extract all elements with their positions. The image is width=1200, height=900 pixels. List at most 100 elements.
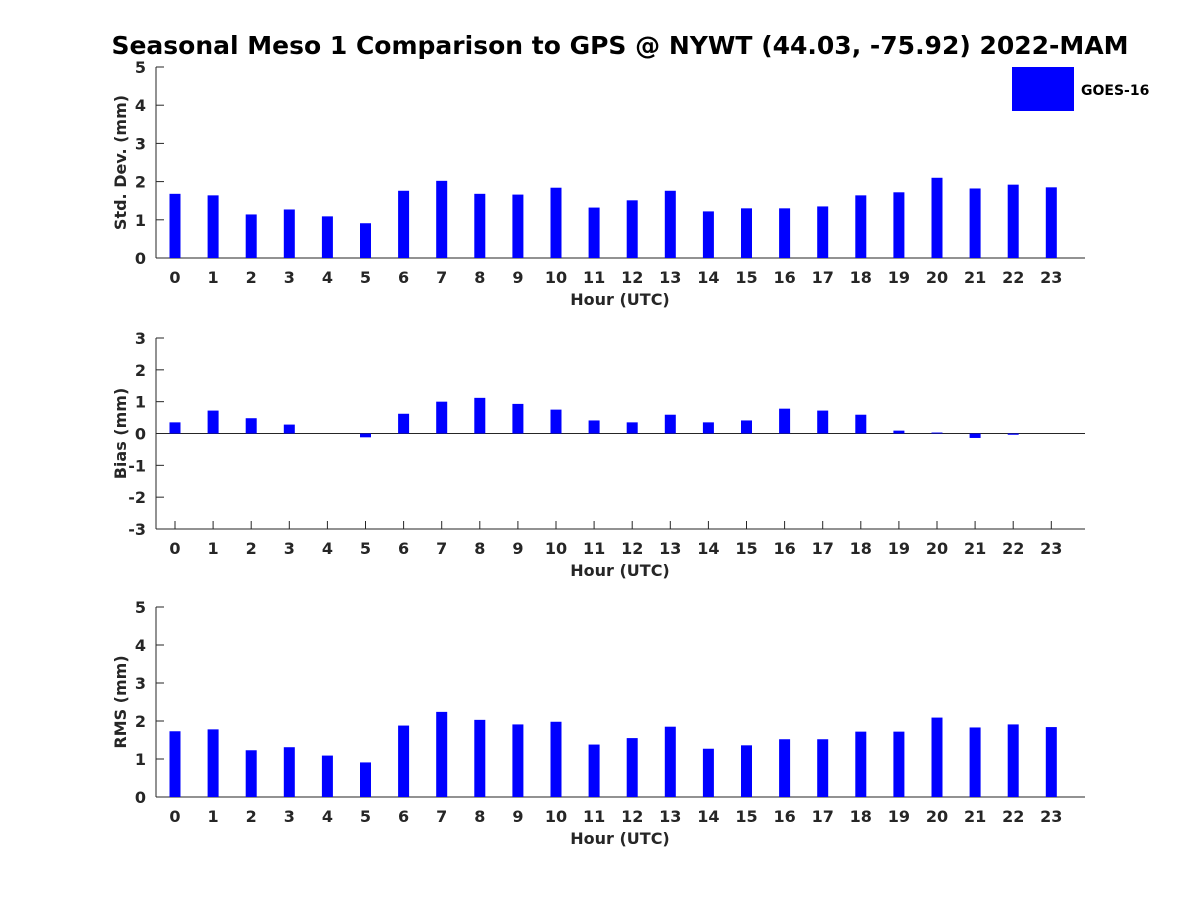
bias-y-tick-label: 1 — [135, 393, 146, 412]
std-dev-bar — [512, 194, 524, 258]
std-dev-y-tick-label: 1 — [135, 211, 146, 230]
std-dev-y-tick-label: 3 — [135, 134, 146, 153]
bias-y-tick-label: -1 — [128, 456, 146, 475]
std-dev-bar — [893, 192, 905, 258]
std-dev-bar — [1007, 184, 1019, 258]
rms-bar — [855, 731, 867, 797]
rms-bar — [931, 717, 943, 797]
bias-x-tick-label: 17 — [812, 539, 834, 558]
bias-x-tick-label: 11 — [583, 539, 605, 558]
bias-bar — [779, 408, 791, 434]
std-dev-y-tick-label: 2 — [135, 173, 146, 192]
bias-x-tick-label: 19 — [888, 539, 910, 558]
std-dev-y-label: Std. Dev. (mm) — [111, 95, 130, 230]
bias-x-tick-label: 16 — [773, 539, 795, 558]
std-dev-bar — [169, 193, 181, 258]
bias-bar — [436, 401, 448, 434]
legend-swatch — [1012, 67, 1074, 111]
rms-bar — [398, 725, 410, 797]
rms-y-tick-label: 2 — [135, 712, 146, 731]
bias-x-tick-label: 7 — [436, 539, 447, 558]
rms-bar — [169, 731, 181, 797]
bias-x-tick-label: 3 — [284, 539, 295, 558]
bias-x-tick-label: 21 — [964, 539, 986, 558]
rms-x-tick-label: 13 — [659, 807, 681, 826]
std-dev-bar — [398, 190, 410, 258]
bias-x-tick-label: 0 — [169, 539, 180, 558]
rms-x-tick-label: 8 — [474, 807, 485, 826]
std-dev-x-label: Hour (UTC) — [570, 290, 670, 309]
rms-x-tick-label: 15 — [735, 807, 757, 826]
rms-y-tick-label: 5 — [135, 598, 146, 617]
rms-x-tick-label: 9 — [512, 807, 523, 826]
bias-y-tick-label: 2 — [135, 361, 146, 380]
std-dev-bar — [626, 200, 638, 258]
std-dev-x-tick-label: 22 — [1002, 268, 1024, 287]
rms-x-tick-label: 10 — [545, 807, 567, 826]
rms-y-tick-label: 0 — [135, 788, 146, 807]
rms-x-tick-label: 3 — [284, 807, 295, 826]
std-dev-x-tick-label: 23 — [1040, 268, 1062, 287]
std-dev-bar — [474, 193, 486, 258]
rms-y-tick-label: 1 — [135, 750, 146, 769]
std-dev-x-tick-label: 14 — [697, 268, 719, 287]
chart-title: Seasonal Meso 1 Comparison to GPS @ NYWT… — [111, 31, 1128, 60]
rms-bar — [512, 724, 524, 797]
bias-x-tick-label: 18 — [850, 539, 872, 558]
std-dev-bar — [321, 216, 333, 258]
bias-bar — [550, 409, 562, 434]
std-dev-x-tick-label: 1 — [208, 268, 219, 287]
rms-bar — [626, 738, 638, 797]
bias-bar — [931, 432, 943, 434]
std-dev-bar — [550, 187, 562, 258]
rms-x-tick-label: 2 — [246, 807, 257, 826]
rms-bar — [1045, 727, 1057, 797]
rms-x-tick-label: 6 — [398, 807, 409, 826]
std-dev-bar — [741, 208, 752, 258]
bias-x-tick-label: 5 — [360, 539, 371, 558]
std-dev-bar — [207, 195, 219, 258]
std-dev-x-tick-label: 4 — [322, 268, 333, 287]
rms-x-tick-label: 1 — [208, 807, 219, 826]
rms-x-tick-label: 7 — [436, 807, 447, 826]
rms-bar — [321, 755, 333, 797]
rms-x-tick-label: 0 — [169, 807, 180, 826]
rms-x-tick-label: 20 — [926, 807, 948, 826]
bias-bar — [741, 420, 752, 434]
rms-bar — [664, 726, 676, 797]
bias-x-tick-label: 22 — [1002, 539, 1024, 558]
std-dev-bar — [817, 206, 829, 258]
rms-y-tick-label: 4 — [135, 636, 146, 655]
std-dev-bar — [360, 223, 371, 258]
rms-bar — [779, 739, 791, 797]
bias-bar — [1007, 433, 1019, 435]
std-dev-y-tick-label: 4 — [135, 96, 146, 115]
bias-bar — [512, 403, 524, 434]
std-dev-x-tick-label: 13 — [659, 268, 681, 287]
bias-x-tick-label: 23 — [1040, 539, 1062, 558]
std-dev-x-tick-label: 12 — [621, 268, 643, 287]
bias-bar — [245, 418, 257, 434]
bias-x-tick-label: 8 — [474, 539, 485, 558]
bias-y-tick-label: -2 — [128, 488, 146, 507]
bias-x-tick-label: 15 — [735, 539, 757, 558]
std-dev-x-tick-label: 8 — [474, 268, 485, 287]
rms-bar — [702, 748, 714, 797]
rms-bar — [207, 729, 219, 797]
std-dev-x-tick-label: 20 — [926, 268, 948, 287]
rms-x-tick-label: 4 — [322, 807, 333, 826]
std-dev-bar — [779, 208, 791, 258]
std-dev-bar — [283, 209, 295, 258]
rms-x-tick-label: 11 — [583, 807, 605, 826]
bias-x-tick-label: 1 — [208, 539, 219, 558]
rms-x-label: Hour (UTC) — [570, 829, 670, 848]
std-dev-x-tick-label: 3 — [284, 268, 295, 287]
std-dev-x-tick-label: 5 — [360, 268, 371, 287]
rms-x-tick-label: 23 — [1040, 807, 1062, 826]
std-dev-bar — [969, 188, 981, 258]
bias-bar — [702, 422, 714, 434]
std-dev-bar — [931, 177, 943, 258]
std-dev-x-tick-label: 19 — [888, 268, 910, 287]
